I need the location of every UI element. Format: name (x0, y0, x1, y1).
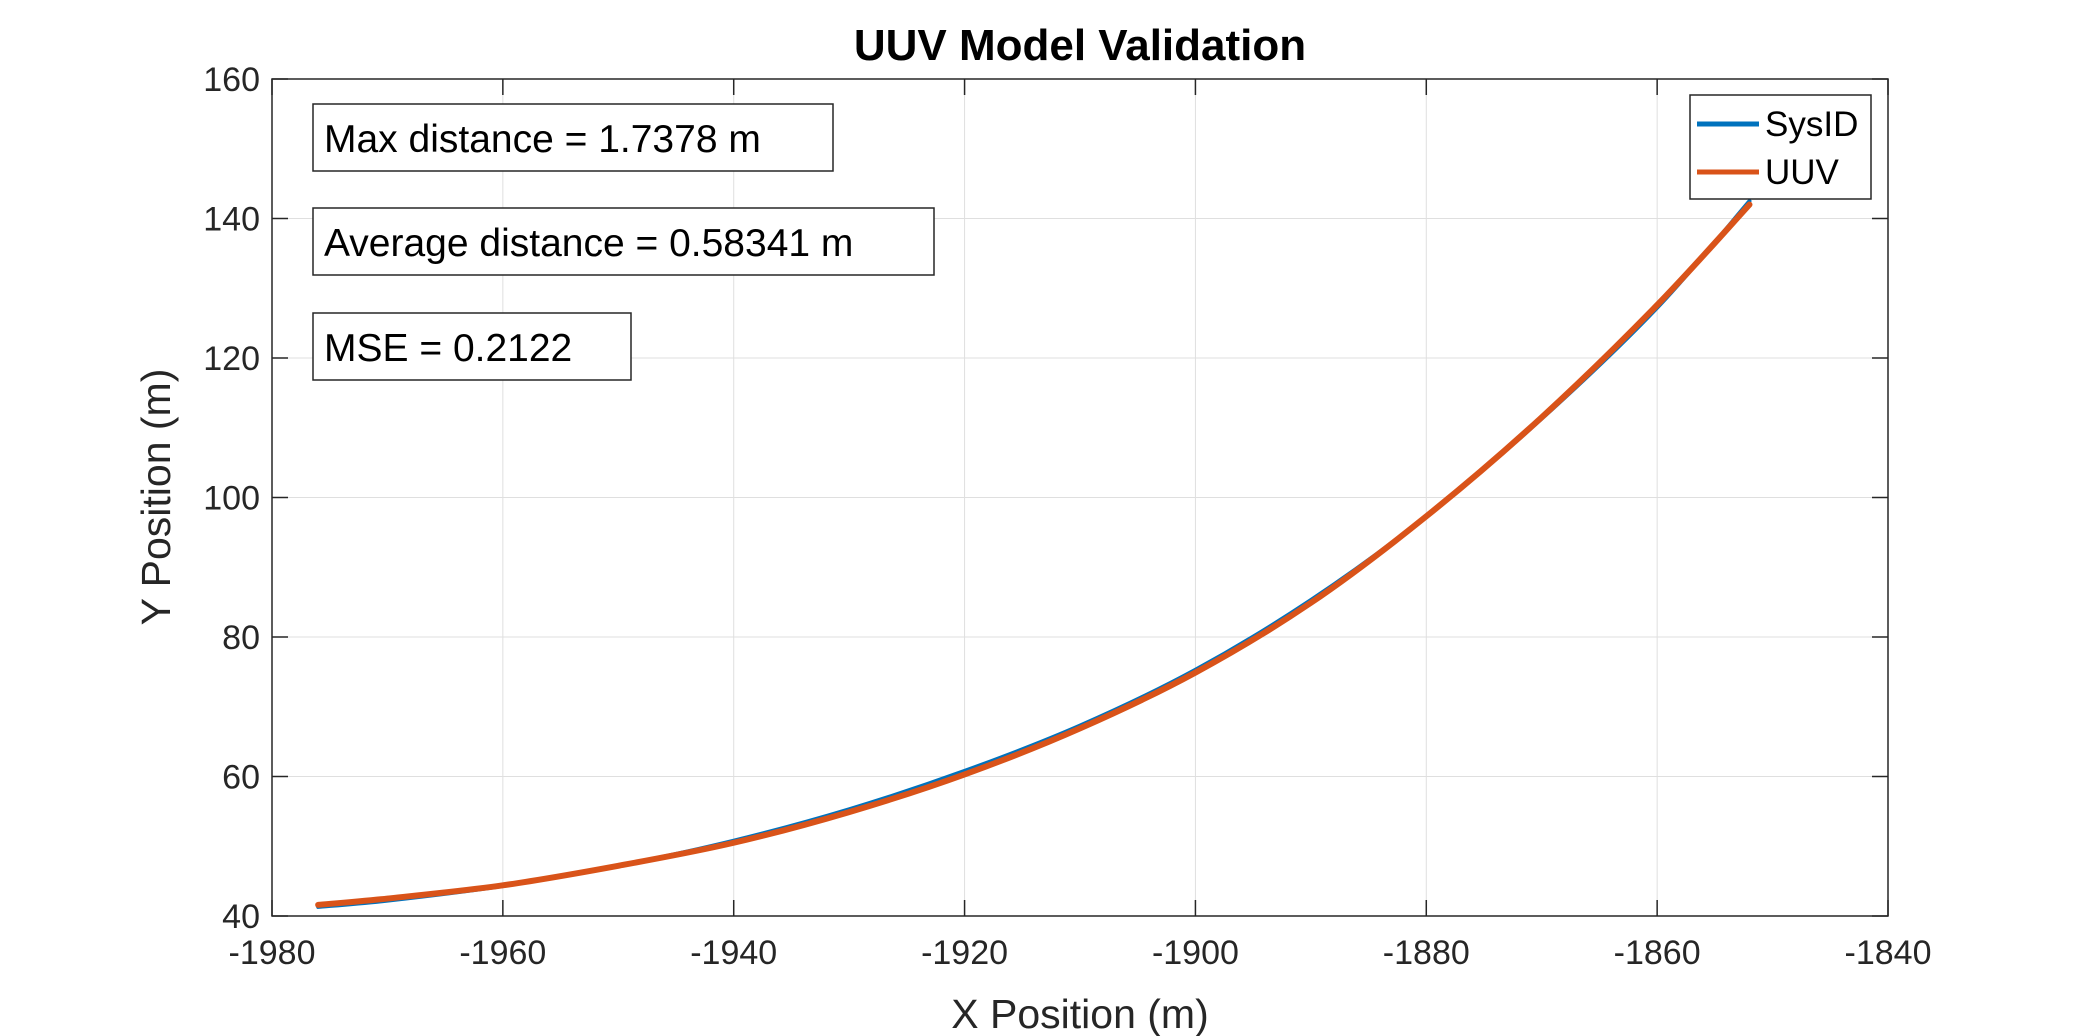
x-tick-label: -1980 (229, 934, 316, 972)
y-axis-title: Y Position (m) (133, 369, 179, 626)
y-tick-label: 60 (222, 759, 260, 797)
x-axis-title: X Position (m) (951, 991, 1208, 1036)
x-tick-label: -1840 (1845, 934, 1932, 972)
y-tick-label: 80 (222, 619, 260, 657)
y-tick-labels: 40 60 80 100 120 140 160 (203, 61, 260, 936)
series-line-uuv (315, 201, 1753, 908)
legend-label-sysid: SysID (1765, 105, 1858, 144)
annotation-max-distance-text: Max distance = 1.7378 m (324, 118, 761, 161)
x-tick-label: -1900 (1152, 934, 1239, 972)
series-lines (315, 199, 1753, 909)
y-tick-label: 100 (203, 480, 260, 518)
annotation-average-distance: Average distance = 0.58341 m (312, 207, 935, 276)
y-tick-label: 140 (203, 201, 260, 239)
x-tick-labels: -1980 -1960 -1940 -1920 -1900 -1880 -1860 -1840 (229, 934, 1932, 972)
legend-label-uuv: UUV (1765, 153, 1840, 192)
grid (272, 79, 1888, 916)
x-tick-label: -1920 (921, 934, 1008, 972)
x-tick-label: -1880 (1383, 934, 1470, 972)
y-tick-label: 160 (203, 61, 260, 99)
legend-box (1689, 94, 1872, 200)
x-tick-label: -1940 (690, 934, 777, 972)
x-tick-label: -1960 (459, 934, 546, 972)
annotation-average-distance-text: Average distance = 0.58341 m (324, 222, 853, 265)
annotation-max-distance: Max distance = 1.7378 m (312, 103, 834, 172)
y-tick-label: 120 (203, 340, 260, 378)
annotation-mse: MSE = 0.2122 (312, 312, 632, 381)
y-tick-label: 40 (222, 898, 260, 936)
chart-title: UUV Model Validation (854, 21, 1306, 70)
axis-ticks (271, 78, 1889, 917)
x-tick-label: -1860 (1614, 934, 1701, 972)
annotation-mse-text: MSE = 0.2122 (324, 327, 572, 370)
legend: SysID UUV (1689, 94, 1872, 200)
